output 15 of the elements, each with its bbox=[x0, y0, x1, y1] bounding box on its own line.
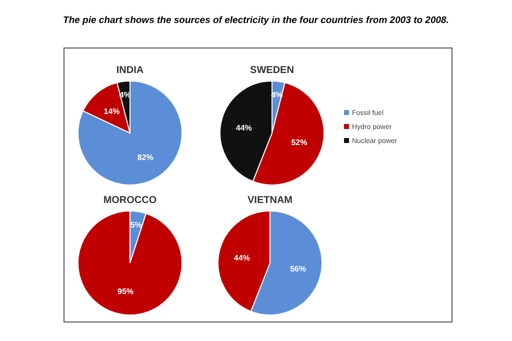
pie-slice bbox=[78, 210, 182, 316]
text: The pie chart shows the sources of electricity in the four countries from 2003 to 2008. bbox=[63, 15, 449, 26]
pie-slice bbox=[78, 80, 182, 186]
chart-title: MOROCCO bbox=[103, 195, 157, 206]
data-label: 44% bbox=[236, 124, 252, 133]
chart-title: INDIA bbox=[116, 65, 144, 76]
data-label: 52% bbox=[291, 138, 308, 147]
data-label: 5% bbox=[130, 220, 142, 230]
data-label: 82% bbox=[137, 153, 154, 162]
chart-title: VIETNAM bbox=[248, 195, 292, 206]
data-label: 56% bbox=[290, 264, 306, 274]
chart-title: SWEDEN bbox=[250, 65, 294, 76]
data-label: 95% bbox=[118, 287, 134, 296]
data-label: 14% bbox=[104, 106, 120, 116]
data-label: 44% bbox=[234, 254, 250, 263]
